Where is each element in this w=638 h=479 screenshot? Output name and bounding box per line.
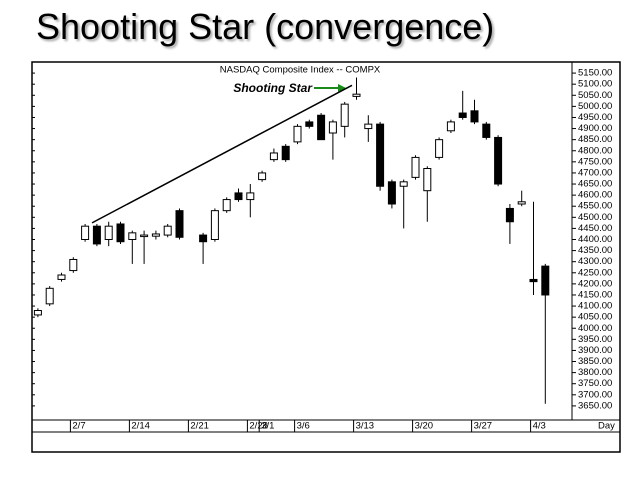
x-tick-label: 2/14 xyxy=(131,421,150,432)
x-tick-label: 3/1 xyxy=(261,421,274,432)
candle-body xyxy=(423,168,432,192)
candle-body xyxy=(387,181,396,205)
y-tick-label: 4800.00 xyxy=(578,145,612,156)
y-tick-label: 4450.00 xyxy=(578,223,612,234)
y-tick-label: 3650.00 xyxy=(578,400,612,411)
slide-title: Shooting Star (convergence) xyxy=(36,6,495,47)
candle-body xyxy=(116,223,125,243)
candle-body xyxy=(529,278,538,283)
y-tick-label: 4200.00 xyxy=(578,278,612,289)
candle-body xyxy=(293,125,302,143)
candle-body xyxy=(376,123,385,187)
candle-body xyxy=(269,152,278,161)
candle-body xyxy=(258,172,267,181)
candle-body xyxy=(45,287,54,305)
y-tick-label: 4400.00 xyxy=(578,234,612,245)
y-tick-label: 3900.00 xyxy=(578,345,612,356)
y-tick-label: 4550.00 xyxy=(578,201,612,212)
x-axis-label: Day xyxy=(598,421,615,432)
y-tick-label: 5100.00 xyxy=(578,79,612,90)
y-tick-label: 4100.00 xyxy=(578,301,612,312)
candle-body xyxy=(140,234,149,238)
y-tick-label: 4900.00 xyxy=(578,123,612,134)
x-tick-label: 2/28 xyxy=(249,421,268,432)
candle-body xyxy=(234,192,243,201)
candle-body xyxy=(305,121,314,127)
y-tick-label: 4650.00 xyxy=(578,179,612,190)
y-tick-label: 4500.00 xyxy=(578,212,612,223)
candle-body xyxy=(446,121,455,132)
y-tick-label: 5050.00 xyxy=(578,90,612,101)
y-tick-label: 4700.00 xyxy=(578,167,612,178)
y-tick-label: 4850.00 xyxy=(578,134,612,145)
y-tick-label: 3950.00 xyxy=(578,334,612,345)
candle-body xyxy=(199,234,208,243)
y-tick-label: 4250.00 xyxy=(578,267,612,278)
annotation-arrow-head xyxy=(338,84,346,92)
candle-body xyxy=(163,225,172,236)
chart-frame xyxy=(31,61,621,453)
candle-body xyxy=(470,110,479,123)
candle-body xyxy=(222,199,231,212)
candle-body xyxy=(317,114,326,141)
candle-body xyxy=(104,225,113,240)
candle-body xyxy=(81,225,90,240)
y-tick-label: 4150.00 xyxy=(578,289,612,300)
candle-body xyxy=(281,145,290,161)
annotation: Shooting Star xyxy=(233,81,313,95)
candle-body xyxy=(399,181,408,187)
candle-body xyxy=(435,139,444,158)
candle-body xyxy=(352,93,361,97)
candle-body xyxy=(128,232,137,240)
x-tick-label: 3/13 xyxy=(356,421,375,432)
x-tick-label: 2/7 xyxy=(72,421,85,432)
candle-body xyxy=(364,123,373,130)
y-tick-label: 5000.00 xyxy=(578,101,612,112)
x-tick-label: 4/3 xyxy=(533,421,546,432)
y-tick-label: 4300.00 xyxy=(578,256,612,267)
candle-body xyxy=(57,274,66,280)
candle-body xyxy=(411,156,420,178)
candle-body xyxy=(494,136,503,185)
y-tick-label: 4350.00 xyxy=(578,245,612,256)
y-tick-label: 4050.00 xyxy=(578,312,612,323)
candle-body xyxy=(541,265,550,296)
candle-body xyxy=(210,210,219,240)
candle-body xyxy=(340,103,349,127)
candle-body xyxy=(328,121,337,134)
y-tick-label: 4600.00 xyxy=(578,190,612,201)
candle-body xyxy=(92,225,101,245)
y-tick-label: 3800.00 xyxy=(578,367,612,378)
candle-body xyxy=(458,112,467,118)
y-tick-label: 3850.00 xyxy=(578,356,612,367)
candle-body xyxy=(33,310,42,316)
y-tick-label: 3750.00 xyxy=(578,378,612,389)
x-tick-label: 3/20 xyxy=(415,421,434,432)
candle-body xyxy=(517,201,526,205)
candle-body xyxy=(246,192,255,201)
candle-body xyxy=(482,123,491,138)
candle-body xyxy=(151,233,160,237)
candle-body xyxy=(69,258,78,272)
x-tick-label: 2/21 xyxy=(190,421,209,432)
x-tick-label: 3/27 xyxy=(474,421,493,432)
y-tick-label: 4750.00 xyxy=(578,156,612,167)
trend-line xyxy=(91,84,353,224)
x-tick-label: 3/6 xyxy=(297,421,310,432)
chart-title: NASDAQ Composite Index -- COMPX xyxy=(220,65,381,76)
y-tick-label: 3700.00 xyxy=(578,389,612,400)
y-tick-label: 4950.00 xyxy=(578,112,612,123)
candle-body xyxy=(175,210,184,238)
y-tick-label: 5150.00 xyxy=(578,68,612,79)
candle-body xyxy=(505,207,514,223)
y-tick-label: 4000.00 xyxy=(578,323,612,334)
